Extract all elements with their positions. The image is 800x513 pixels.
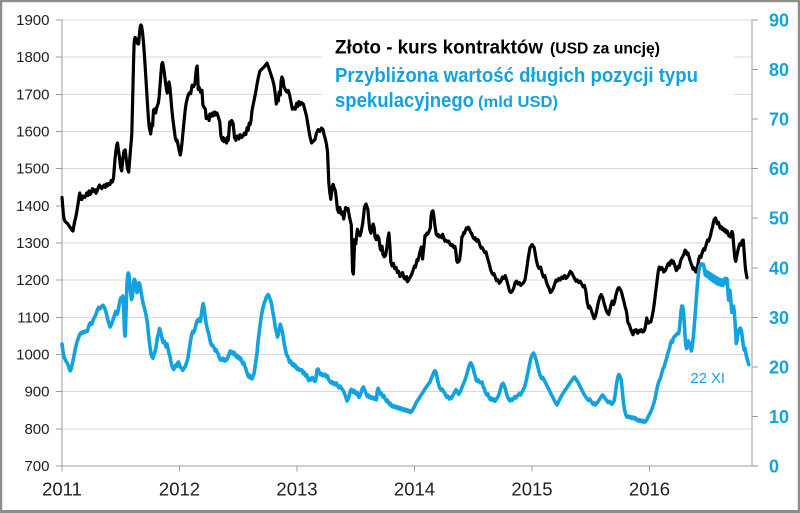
svg-text:2013: 2013: [276, 479, 317, 500]
svg-text:10: 10: [769, 407, 789, 427]
svg-text:30: 30: [769, 308, 789, 328]
svg-text:2015: 2015: [511, 479, 552, 500]
svg-text:80: 80: [769, 60, 789, 80]
svg-text:1700: 1700: [16, 86, 49, 103]
svg-text:0: 0: [769, 457, 779, 477]
svg-text:2012: 2012: [159, 479, 200, 500]
svg-text:1900: 1900: [16, 12, 49, 29]
svg-text:1500: 1500: [16, 161, 49, 178]
svg-text:Przybliżona wartość długich po: Przybliżona wartość długich pozycji typu: [335, 65, 698, 87]
svg-text:900: 900: [24, 384, 49, 401]
svg-text:1600: 1600: [16, 124, 49, 141]
svg-text:20: 20: [769, 357, 789, 377]
svg-text:90: 90: [769, 11, 789, 31]
svg-text:(mld USD): (mld USD): [478, 94, 558, 111]
svg-text:40: 40: [769, 258, 789, 278]
svg-text:50: 50: [769, 209, 789, 229]
svg-text:800: 800: [24, 421, 49, 438]
svg-text:1100: 1100: [17, 309, 49, 326]
svg-text:700: 700: [24, 458, 49, 475]
svg-text:2011: 2011: [42, 479, 82, 500]
svg-text:70: 70: [769, 110, 789, 130]
svg-text:2014: 2014: [394, 479, 435, 500]
svg-text:22 XI: 22 XI: [691, 371, 726, 387]
svg-text:spekulacyjnego: spekulacyjnego: [335, 90, 474, 112]
svg-text:Złoto - kurs kontraktów: Złoto - kurs kontraktów: [335, 38, 543, 59]
svg-text:1400: 1400: [16, 198, 49, 215]
svg-text:1800: 1800: [16, 49, 49, 66]
svg-text:1000: 1000: [16, 347, 49, 364]
svg-text:60: 60: [769, 159, 789, 179]
svg-text:2016: 2016: [629, 479, 670, 500]
svg-text:(USD za uncję): (USD za uncję): [550, 41, 660, 58]
svg-text:1300: 1300: [16, 235, 49, 252]
svg-text:1200: 1200: [16, 272, 49, 289]
